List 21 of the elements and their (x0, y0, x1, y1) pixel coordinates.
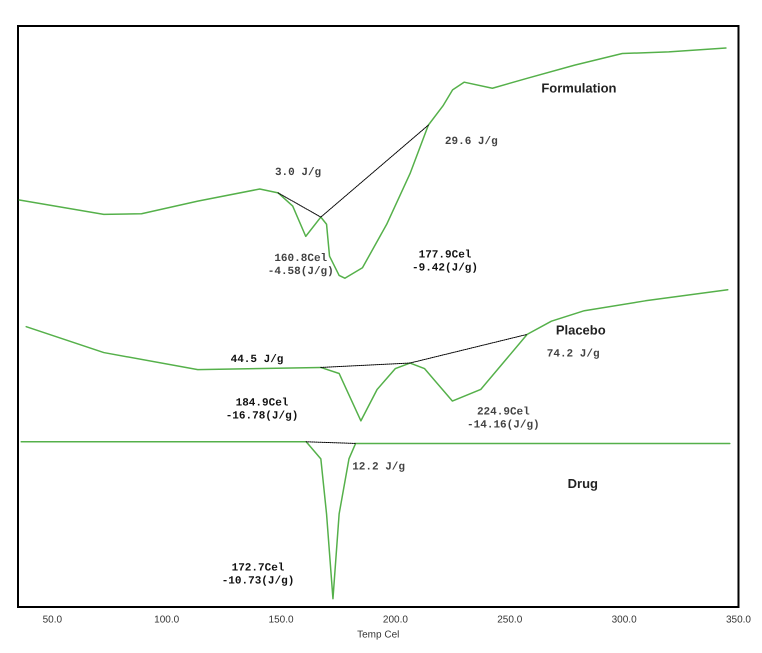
annotation: 172.7Cel -10.73(J/g) (222, 562, 294, 588)
annotation: 74.2 J/g (546, 348, 600, 360)
x-tick-label: 50.0 (42, 614, 62, 626)
annotation: 177.9Cel -9.42(J/g) (412, 250, 478, 274)
x-axis-title: Temp Cel (357, 629, 400, 640)
x-tick-label: 250.0 (497, 614, 523, 626)
series-label: Placebo (556, 322, 606, 338)
annotation: 44.5 J/g (230, 354, 284, 366)
annotation: 29.6 J/g (444, 136, 498, 148)
x-tick-label: 300.0 (612, 614, 638, 626)
annotation: 224.9Cel -14.16(J/g) (467, 406, 540, 432)
annotation: 3.0 J/g (274, 166, 322, 179)
series-label: Formulation (541, 80, 617, 96)
annotation: 184.9Cel -16.78(J/g) (226, 398, 298, 422)
annotation: 160.8Cel -4.58(J/g) (268, 252, 334, 278)
x-tick-label: 350.0 (726, 614, 752, 626)
annotation: 12.2 J/g (352, 461, 406, 474)
x-tick-label: 150.0 (268, 614, 294, 626)
x-tick-label: 100.0 (154, 614, 180, 626)
x-tick-label: 200.0 (382, 614, 408, 626)
text: Drug (568, 476, 598, 491)
